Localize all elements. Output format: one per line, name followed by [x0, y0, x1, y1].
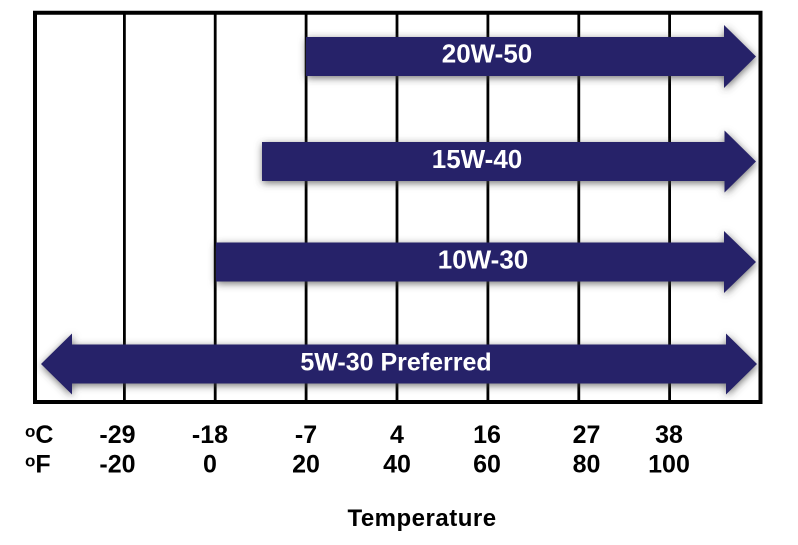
svg-text:20W-50: 20W-50 [442, 39, 533, 69]
svg-text:60: 60 [473, 451, 501, 479]
svg-text:Temperature: Temperature [347, 505, 496, 532]
svg-text:40: 40 [383, 451, 411, 479]
svg-text:80: 80 [573, 451, 601, 479]
svg-text:10W-30: 10W-30 [438, 245, 529, 275]
svg-text:27: 27 [573, 421, 601, 449]
svg-text:4: 4 [390, 421, 404, 449]
svg-text:20: 20 [292, 451, 320, 479]
svg-text:-18: -18 [192, 421, 228, 449]
svg-text:oF: oF [25, 451, 51, 479]
svg-text:-7: -7 [295, 421, 317, 449]
svg-text:15W-40: 15W-40 [432, 144, 523, 174]
svg-text:oC: oC [25, 421, 53, 449]
svg-text:100: 100 [648, 451, 690, 479]
svg-text:0: 0 [203, 451, 217, 479]
svg-text:16: 16 [473, 421, 501, 449]
svg-text:5W-30 Preferred: 5W-30 Preferred [300, 349, 491, 377]
svg-text:-29: -29 [99, 421, 135, 449]
svg-text:-20: -20 [99, 451, 135, 479]
svg-text:38: 38 [655, 421, 683, 449]
